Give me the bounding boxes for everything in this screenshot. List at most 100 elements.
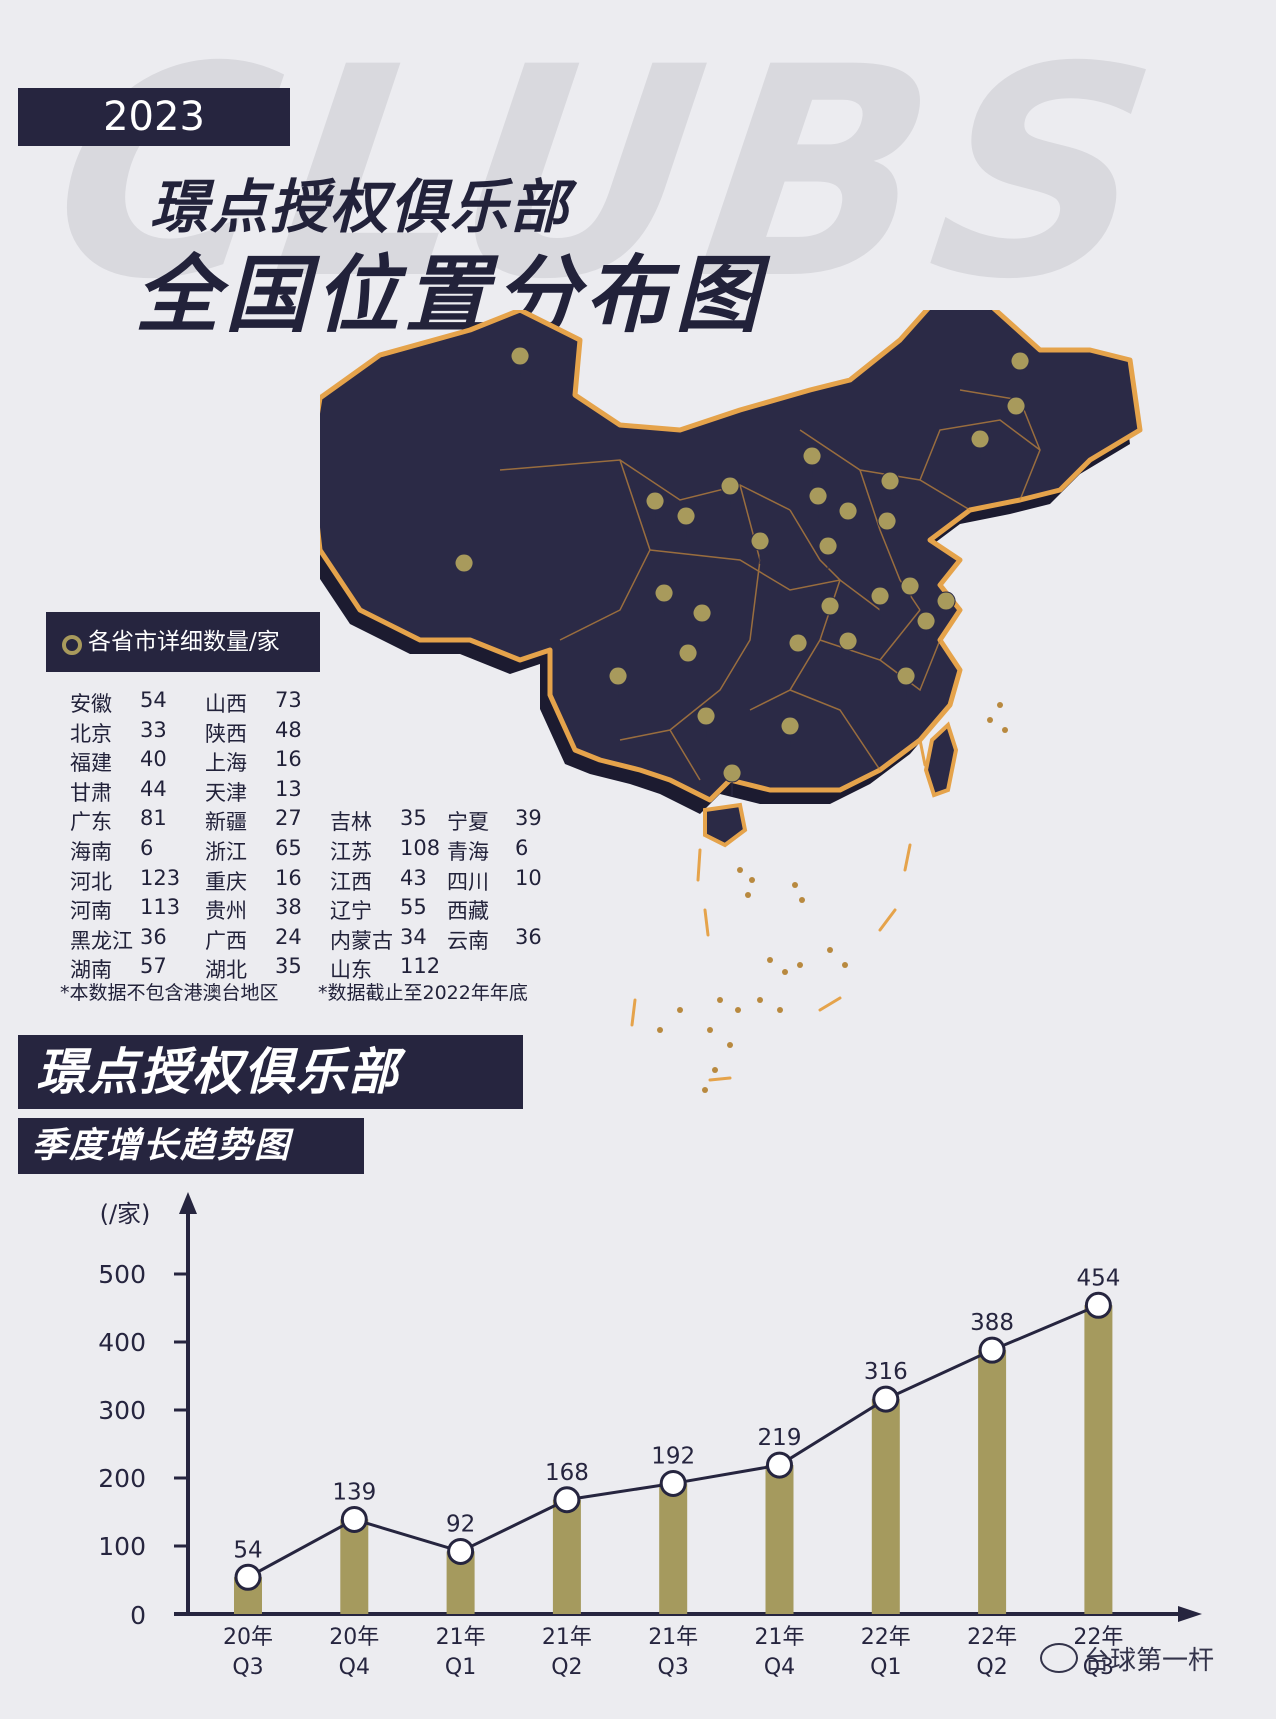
province-legend-header: 各省市详细数量/家 xyxy=(46,612,320,672)
watermark: 台球第一杆 xyxy=(1040,1640,1214,1677)
x-axis-arrow xyxy=(1178,1606,1202,1622)
page-title-line2: 全国位置分布图 xyxy=(135,246,766,344)
province-name: 海南 xyxy=(70,840,112,864)
province-row: 四川 10 xyxy=(447,866,542,896)
province-name: 湖北 xyxy=(205,958,247,983)
province-count: 57 xyxy=(140,954,167,979)
province-name: 广东 xyxy=(70,810,112,835)
data-point xyxy=(766,1451,793,1479)
data-point xyxy=(340,1505,368,1533)
data-label: 219 xyxy=(758,1425,802,1451)
province-count: 6 xyxy=(140,836,154,860)
province-row: 重庆 16 xyxy=(205,866,302,896)
x-tick-label-year: 20年 xyxy=(223,1625,273,1650)
province-row: 江西 43 xyxy=(330,866,427,896)
province-name: 云南 xyxy=(447,928,489,953)
province-count: 55 xyxy=(400,895,427,920)
bar xyxy=(340,1519,369,1614)
x-tick-label-year: 21年 xyxy=(755,1625,805,1650)
y-tick-label: 500 xyxy=(98,1260,146,1289)
province-row: 北京 33 xyxy=(70,718,167,748)
x-tick-label-year: 21年 xyxy=(436,1625,486,1650)
province-row: 天津 13 xyxy=(205,777,302,807)
x-tick-label-quarter: Q3 xyxy=(232,1655,263,1680)
province-row: 广东 81 xyxy=(70,806,167,836)
trend-title: 璟点授权俱乐部 xyxy=(18,1035,523,1109)
x-tick-label-quarter: Q3 xyxy=(1083,1655,1114,1680)
province-count: 43 xyxy=(400,865,427,890)
x-tick-label-quarter: Q2 xyxy=(551,1655,582,1680)
data-point xyxy=(447,1537,475,1565)
province-name: 湖南 xyxy=(70,958,112,983)
province-name: 江西 xyxy=(330,869,372,894)
map-mainland xyxy=(320,310,1143,803)
y-tick-label: 200 xyxy=(98,1464,146,1493)
map-taiwan xyxy=(923,721,959,798)
watermark-text: 台球第一杆 xyxy=(1084,1646,1215,1676)
page-title-line1: 璟点授权俱乐部 xyxy=(150,173,571,241)
x-tick-label-year: 20年 xyxy=(329,1625,379,1650)
x-tick-label-year: 22年 xyxy=(861,1625,911,1650)
province-count: 6 xyxy=(515,836,529,860)
y-tick-label: 400 xyxy=(98,1328,146,1357)
data-label: 388 xyxy=(970,1310,1014,1336)
quarterly-growth-chart: (/家) 0 100 200 300 400 500 54 139 92 168 192 219 316 3… xyxy=(98,1192,1202,1680)
y-axis-label: (/家) xyxy=(100,1200,151,1228)
year-badge: 2023 xyxy=(18,88,290,146)
data-label: 139 xyxy=(332,1479,376,1505)
data-label: 92 xyxy=(446,1511,475,1537)
province-name: 安徽 xyxy=(70,692,112,716)
province-name: 福建 xyxy=(70,751,112,776)
province-row: 山东 112 xyxy=(330,954,440,984)
province-name: 陕西 xyxy=(205,721,247,746)
bar xyxy=(1084,1305,1113,1614)
province-row: 河北 123 xyxy=(70,866,180,896)
x-tick-label-year: 22年 xyxy=(967,1625,1017,1650)
province-count: 39 xyxy=(515,806,542,831)
province-row: 江苏 108 xyxy=(330,836,440,866)
province-name: 天津 xyxy=(205,780,247,805)
data-label: 454 xyxy=(1076,1265,1120,1291)
y-tick-label: 100 xyxy=(98,1532,146,1561)
note-excluded-regions: *本数据不包含港澳台地区 xyxy=(60,982,279,1004)
club-location-pins xyxy=(454,346,1030,797)
province-row: 海南 6 xyxy=(70,836,153,866)
province-row: 安徽 54 xyxy=(70,688,167,718)
province-count: 10 xyxy=(515,865,542,890)
province-count: 35 xyxy=(275,954,302,979)
province-name: 甘肃 xyxy=(70,780,112,805)
province-name: 内蒙古 xyxy=(330,928,393,953)
x-tick-label-year: 21年 xyxy=(648,1625,698,1650)
x-tick-label-quarter: Q4 xyxy=(764,1655,795,1680)
province-count: 35 xyxy=(400,806,427,831)
province-row: 浙江 65 xyxy=(205,836,302,866)
province-count: 44 xyxy=(140,776,167,801)
province-row: 湖南 57 xyxy=(70,954,167,984)
province-name: 吉林 xyxy=(330,810,372,835)
province-count: 112 xyxy=(400,954,441,979)
province-name: 浙江 xyxy=(205,840,247,864)
province-row: 吉林 35 xyxy=(330,806,427,836)
province-row: 云南 36 xyxy=(447,925,542,955)
province-name: 山东 xyxy=(330,958,372,983)
province-count: 81 xyxy=(140,806,167,831)
province-row: 西藏 xyxy=(447,895,489,925)
province-name: 上海 xyxy=(205,751,247,776)
province-count: 36 xyxy=(140,924,167,949)
province-count: 36 xyxy=(515,924,542,949)
y-tick-label: 300 xyxy=(98,1396,146,1425)
data-point xyxy=(978,1336,1006,1364)
province-name: 广西 xyxy=(205,928,247,953)
data-point xyxy=(234,1563,262,1591)
province-name: 黑龙江 xyxy=(70,928,133,953)
x-tick-label-year: 22年 xyxy=(1073,1625,1123,1650)
x-tick-label-quarter: Q1 xyxy=(445,1655,476,1680)
province-count: 34 xyxy=(400,924,427,949)
province-name: 河南 xyxy=(70,899,112,924)
province-count: 27 xyxy=(275,806,302,831)
note-data-cutoff: *数据截止至2022年年底 xyxy=(318,982,528,1004)
data-point xyxy=(659,1469,687,1497)
province-row: 河南 113 xyxy=(70,895,180,925)
province-count: 54 xyxy=(140,688,167,712)
bar xyxy=(659,1483,688,1614)
